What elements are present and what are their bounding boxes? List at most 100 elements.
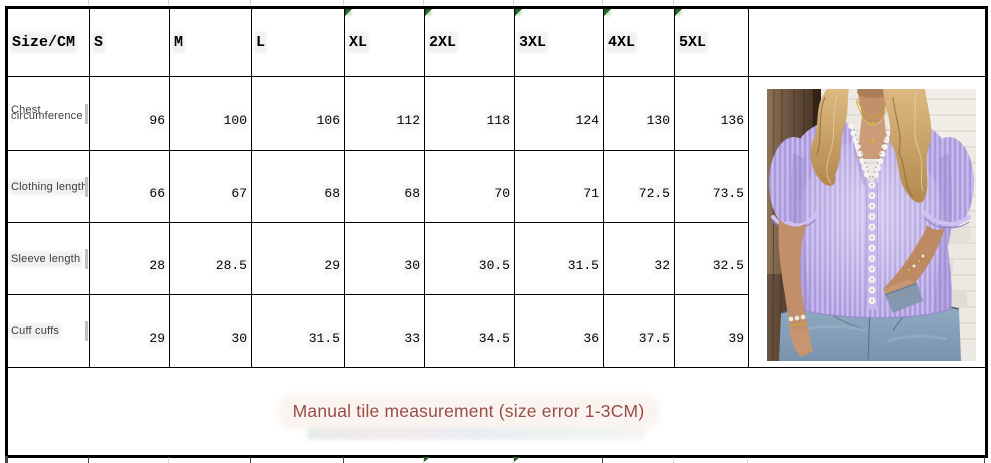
cell-sleeve-2xl: 30.5 bbox=[424, 222, 515, 295]
row-label-chest: Chest circumference bbox=[6, 76, 90, 151]
erased-text-smudge bbox=[306, 428, 647, 440]
table-row-cuff: Cuff cuffs 29 30 31.5 33 34.5 36 37.5 39 bbox=[6, 294, 987, 368]
left-arm bbox=[778, 219, 813, 357]
row-label-clothing-length: Clothing length bbox=[6, 150, 90, 223]
size-chart-table: Size/CM S M L XL 2XL 3XL 4XL 5XL Chest c… bbox=[5, 6, 988, 458]
unit-label: Size/CM bbox=[12, 34, 76, 51]
cell-cuff-s: 29 bbox=[89, 294, 170, 368]
cursor-artifact bbox=[85, 176, 88, 197]
row-label-text: Sleeve length bbox=[11, 252, 81, 265]
gridline-tick bbox=[5, 456, 8, 463]
left-bracelet bbox=[787, 314, 809, 327]
header-cell-s: S bbox=[89, 7, 170, 77]
cell-sleeve-3xl: 31.5 bbox=[514, 222, 604, 295]
gridline-tick bbox=[88, 457, 89, 463]
header-cell-photo-column bbox=[748, 7, 987, 77]
gridline-tick bbox=[673, 457, 674, 463]
cell-length-5xl: 73.5 bbox=[674, 150, 749, 223]
row-label-text: Clothing length bbox=[11, 180, 88, 193]
header-cell-3xl: 3XL bbox=[514, 7, 604, 77]
product-photo-illustration bbox=[767, 86, 977, 362]
hair bbox=[810, 89, 932, 203]
header-cell-2xl: 2XL bbox=[424, 7, 515, 77]
note-row: Manual tile measurement (size error 1-3C… bbox=[6, 367, 987, 457]
cell-cuff-3xl: 36 bbox=[514, 294, 604, 368]
gridline-tick bbox=[513, 457, 514, 463]
table-row-chest: Chest circumference 96 100 106 112 118 1… bbox=[6, 76, 987, 368]
cell-length-2xl: 70 bbox=[424, 150, 515, 223]
cell-chest-4xl: 130 bbox=[603, 76, 675, 151]
gridline-tick bbox=[343, 0, 344, 5]
row-label-sleeve-length: Sleeve length bbox=[6, 222, 90, 295]
table-row-sleeve-length: Sleeve length 28 28.5 29 30 30.5 31.5 32… bbox=[6, 222, 987, 295]
cell-sleeve-m: 28.5 bbox=[169, 222, 252, 295]
cell-sleeve-l: 29 bbox=[251, 222, 345, 295]
cell-cuff-l: 31.5 bbox=[251, 294, 345, 368]
header-cell-unit: Size/CM bbox=[6, 7, 90, 77]
lace-placket bbox=[866, 181, 878, 311]
header-cell-xl: XL bbox=[344, 7, 425, 77]
table-row-clothing-length: Clothing length 66 67 68 68 70 71 72.5 7… bbox=[6, 150, 987, 223]
product-photo bbox=[767, 86, 977, 362]
gridline-tick bbox=[250, 0, 251, 5]
cell-cuff-m: 30 bbox=[169, 294, 252, 368]
cell-chest-m: 100 bbox=[169, 76, 252, 151]
row-label-text: Chest circumference bbox=[11, 105, 89, 122]
neck-and-chest bbox=[857, 86, 889, 159]
cell-cuff-5xl: 39 bbox=[674, 294, 749, 368]
cell-sleeve-xl: 30 bbox=[344, 222, 425, 295]
row-label-text: Cuff cuffs bbox=[11, 325, 60, 337]
gridline-tick bbox=[602, 0, 603, 5]
gridline-tick bbox=[343, 457, 344, 463]
gridline-tick bbox=[513, 0, 514, 5]
header-cell-m: M bbox=[169, 7, 252, 77]
cell-length-3xl: 71 bbox=[514, 150, 604, 223]
right-arm bbox=[883, 225, 945, 313]
cell-chest-l: 106 bbox=[251, 76, 345, 151]
cell-length-4xl: 72.5 bbox=[603, 150, 675, 223]
cell-sleeve-4xl: 32 bbox=[603, 222, 675, 295]
header-row: Size/CM S M L XL 2XL 3XL 4XL 5XL bbox=[6, 7, 987, 77]
cell-error-triangle-icon bbox=[515, 8, 524, 18]
cell-chest-xl: 112 bbox=[344, 76, 425, 151]
cell-cuff-2xl: 34.5 bbox=[424, 294, 515, 368]
gridline-tick bbox=[673, 0, 674, 5]
gridline-tick bbox=[168, 0, 169, 5]
gridline-tick bbox=[984, 457, 985, 463]
measurement-note-cell: Manual tile measurement (size error 1-3C… bbox=[6, 367, 987, 457]
gridline-tick bbox=[423, 0, 424, 5]
gridline-tick bbox=[423, 457, 424, 463]
gridline-tick bbox=[88, 0, 89, 5]
cell-chest-3xl: 124 bbox=[514, 76, 604, 151]
cell-error-triangle-icon bbox=[425, 8, 434, 18]
cell-chest-s: 96 bbox=[89, 76, 170, 151]
gridline-tick bbox=[602, 457, 603, 463]
cell-length-m: 67 bbox=[169, 150, 252, 223]
cell-error-triangle-icon bbox=[345, 8, 354, 18]
cell-chest-2xl: 118 bbox=[424, 76, 515, 151]
right-bracelet bbox=[906, 253, 926, 273]
measurement-note: Manual tile measurement (size error 1-3C… bbox=[282, 399, 655, 424]
cursor-artifact bbox=[85, 248, 88, 269]
cell-length-s: 66 bbox=[89, 150, 170, 223]
blouse-hem bbox=[790, 306, 952, 319]
jeans-pocket-edge bbox=[885, 283, 923, 313]
cell-chest-5xl: 136 bbox=[674, 76, 749, 151]
cell-sleeve-5xl: 32.5 bbox=[674, 222, 749, 295]
cell-length-l: 68 bbox=[251, 150, 345, 223]
cell-error-triangle-icon bbox=[604, 8, 613, 18]
header-cell-5xl: 5XL bbox=[674, 7, 749, 77]
cell-sleeve-s: 28 bbox=[89, 222, 170, 295]
cell-length-xl: 68 bbox=[344, 150, 425, 223]
cell-error-triangle-icon bbox=[424, 457, 430, 462]
product-photo-cell bbox=[748, 76, 987, 368]
gridline-tick bbox=[168, 457, 169, 463]
cursor-artifact bbox=[85, 103, 88, 124]
gridline-tick bbox=[747, 457, 748, 463]
header-cell-4xl: 4XL bbox=[603, 7, 675, 77]
cell-error-triangle-icon bbox=[675, 8, 684, 18]
row-label-cuff: Cuff cuffs bbox=[6, 294, 90, 368]
cell-cuff-4xl: 37.5 bbox=[603, 294, 675, 368]
cell-cuff-xl: 33 bbox=[344, 294, 425, 368]
